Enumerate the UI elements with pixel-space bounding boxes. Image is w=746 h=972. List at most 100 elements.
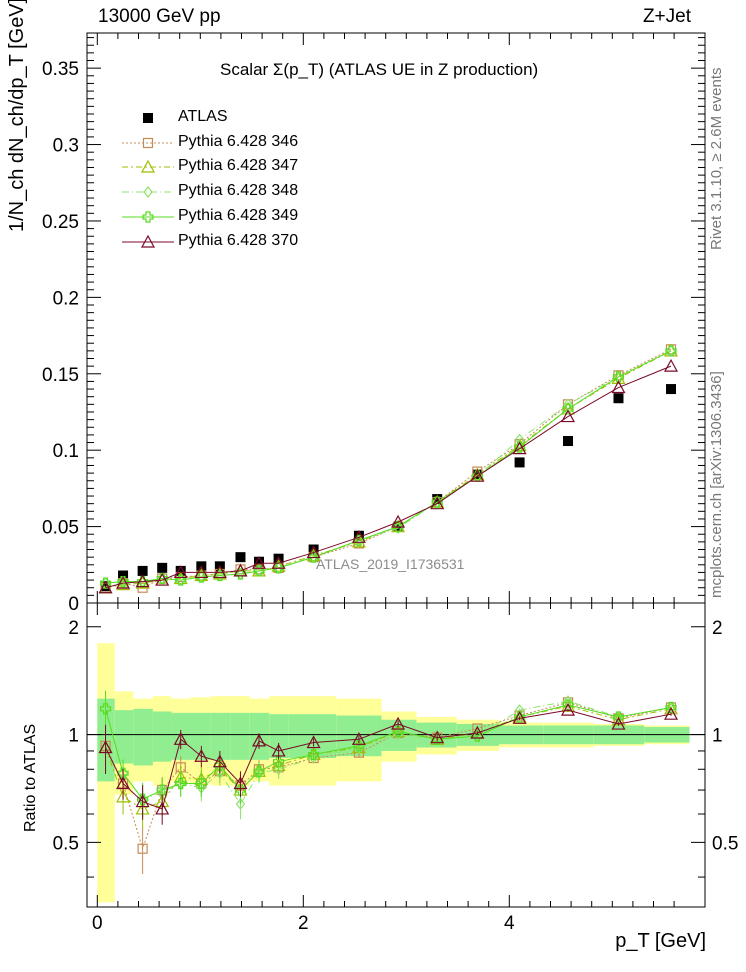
- ratio-tick-label-left: 0.5: [53, 833, 79, 854]
- data-point: [251, 556, 267, 569]
- legend-symbol: [142, 211, 154, 223]
- data-point: [118, 570, 129, 581]
- legend-symbol: [143, 113, 153, 123]
- ratio-point: [308, 748, 320, 761]
- data-point: [175, 565, 186, 576]
- ratio-point: [116, 776, 131, 790]
- data-point: [175, 574, 187, 586]
- ratio-point: [135, 794, 150, 808]
- series-pythia-6-428-348: [100, 344, 676, 590]
- ratio-point: [156, 784, 168, 796]
- uncertainty-band-inner: [269, 714, 289, 759]
- y-tick-label: 0.35: [42, 59, 79, 80]
- legend-label: Pythia 6.428 348: [178, 182, 299, 199]
- data-point: [612, 371, 625, 383]
- series-line: [105, 350, 672, 584]
- data-point: [306, 545, 321, 559]
- ratio-point: [251, 733, 267, 747]
- process-label: Z+Jet: [642, 6, 691, 27]
- x-tick-label: 2: [298, 913, 309, 934]
- data-point: [212, 565, 227, 579]
- ratio-point: [253, 765, 265, 777]
- rivet-version-label: Rivet 3.1.10, ≥ 2.6M events: [708, 67, 725, 251]
- data-point: [666, 384, 677, 395]
- uncertainty-band-inner: [152, 711, 172, 762]
- data-point: [135, 574, 150, 588]
- ratio-point: [512, 711, 527, 724]
- ratio-tick-label-left: 2: [68, 618, 79, 639]
- data-point: [100, 581, 111, 592]
- data-point: [116, 575, 131, 589]
- ratio-point: [215, 767, 225, 780]
- ratio-point: [514, 704, 525, 717]
- ratio-point: [306, 735, 321, 749]
- data-point: [173, 565, 188, 579]
- legend-marker-atlas: [143, 113, 153, 123]
- ratio-point: [271, 743, 286, 757]
- y-tick-label: 0.3: [53, 136, 79, 157]
- ratio-ticks: [87, 626, 705, 878]
- ratio-point: [430, 730, 445, 744]
- y-tick-label: 0.1: [53, 441, 79, 462]
- ratio-tick-label-right: 2: [712, 618, 723, 639]
- legend-marker-346: [122, 137, 174, 149]
- legend-symbol: [140, 159, 156, 173]
- ratio-bands: [97, 643, 690, 903]
- ratio-point: [155, 801, 170, 815]
- data-point: [353, 534, 365, 546]
- legend-marker-370: [122, 234, 174, 248]
- data-point: [663, 358, 679, 372]
- legend-entry-348: Pythia 6.428 348: [120, 180, 360, 204]
- legend-entry-347: Pythia 6.428 347: [120, 155, 360, 179]
- data-point: [254, 556, 265, 567]
- ratio-point: [212, 754, 227, 768]
- legend-entry-349: Pythia 6.428 349: [120, 205, 360, 229]
- data-point: [514, 433, 525, 446]
- data-point: [273, 553, 284, 564]
- mcplots-label: mcplots.cern.ch [arXiv:1306.3436]: [708, 371, 725, 598]
- data-point: [563, 436, 574, 447]
- ratio-point: [562, 699, 574, 711]
- legend-label: Pythia 6.428 346: [178, 133, 299, 150]
- ratio-plot-frame: [86, 602, 706, 908]
- ratio-point: [233, 776, 248, 790]
- data-point: [351, 530, 366, 543]
- legend-symbol: [142, 137, 154, 149]
- y-tick-label: 0: [68, 594, 79, 615]
- y-tick-label: 0.05: [42, 518, 79, 539]
- series-line: [105, 350, 672, 589]
- series-line: [105, 350, 672, 584]
- legend-label: Pythia 6.428 370: [178, 232, 299, 249]
- ratio-point: [391, 716, 406, 730]
- data-point: [514, 457, 525, 468]
- ratio-point: [175, 777, 187, 790]
- data-point: [271, 556, 286, 569]
- legend-marker-349: [122, 211, 174, 223]
- ratio-tick-label-left: 1: [68, 726, 79, 747]
- series-pythia-6-428-349: [99, 345, 677, 589]
- ratio-point: [99, 703, 112, 715]
- ratio-tick-label-right: 1: [712, 726, 723, 747]
- ratio-point: [194, 748, 209, 762]
- legend-entry-370: Pythia 6.428 370: [120, 230, 360, 254]
- legend-label: ATLAS: [178, 108, 228, 125]
- x-ticks: [96, 33, 675, 907]
- ratio-point: [173, 732, 188, 745]
- energy-label: 13000 GeV pp: [98, 6, 221, 27]
- data-point: [99, 577, 112, 589]
- ratio-point: [351, 732, 366, 745]
- data-point: [137, 565, 148, 576]
- data-point: [253, 565, 265, 577]
- ratio-point: [471, 730, 483, 742]
- legend-label: Pythia 6.428 347: [178, 157, 299, 174]
- ratio-series-pythia-6-428-370: [98, 702, 679, 825]
- chart-title: Scalar Σ(p_T) (ATLAS UE in Z production): [220, 60, 539, 79]
- ratio-point: [611, 716, 626, 730]
- data-point: [613, 393, 624, 404]
- ratio-point: [116, 789, 131, 803]
- data-point: [430, 496, 445, 510]
- series-pythia-6-428-370: [98, 358, 679, 594]
- legend-symbol: [143, 186, 153, 198]
- ratio-point: [98, 740, 113, 754]
